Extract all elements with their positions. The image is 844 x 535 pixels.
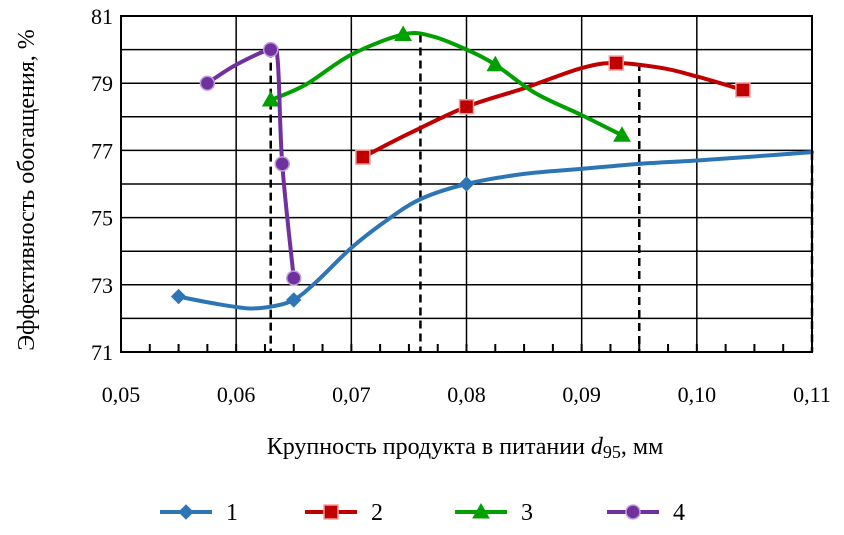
y-tick-label: 77 [91,138,113,163]
series-1-point [458,176,475,192]
legend-marker [625,504,641,520]
y-tick-label: 75 [91,206,113,231]
y-tick-label: 79 [91,71,113,96]
y-tick-labels: 71 73 75 77 79 81 [91,4,113,365]
x-tick-label: 0,05 [102,382,141,407]
legend-item-2: 2 [305,500,383,526]
legend-marker [472,502,490,519]
series-2-line [360,61,745,160]
x-tick-label: 0,08 [447,382,486,407]
x-minor-ticks [148,344,785,352]
series-2-point [735,82,751,98]
legend-label: 1 [226,500,238,526]
series-2-point [608,55,624,71]
x-tick-labels: 0,05 0,06 0,07 0,08 0,09 0,10 0,11 [102,382,831,407]
series-1-point [170,288,187,305]
x-tick-label: 0,06 [217,382,256,407]
x-tick-label: 0,10 [678,382,717,407]
x-tick-label: 0,11 [793,382,831,407]
series-1 [170,150,814,311]
series-4-point [199,75,216,91]
series-4-point [274,156,290,172]
series-2-point [458,98,475,115]
series-3-point [261,90,280,107]
x-axis-title: Крупность продукта в питании d95, мм [267,434,664,462]
legend-label: 3 [521,500,533,526]
x-axis-title-unit: , мм [621,434,663,460]
legend-label: 4 [673,500,685,526]
legend-label: 2 [371,500,383,526]
series-4-point [286,270,302,286]
x-tick-label: 0,07 [332,382,371,407]
legend-item-3: 3 [455,500,533,526]
series-4-point [262,41,279,58]
x-tick-label: 0,09 [562,382,601,407]
legend-item-1: 1 [160,500,238,526]
series-2 [355,55,751,165]
legend-item-4: 4 [607,500,685,526]
series-1-line [176,150,814,311]
x-axis-title-var: d [591,434,604,460]
y-tick-label: 73 [91,273,113,298]
legend-marker [323,504,339,520]
series-4 [199,41,302,286]
x-axis-title-main: Крупность продукта в питании [267,434,591,460]
x-axis-title-sub: 95 [603,442,621,462]
series-3 [261,25,631,142]
legend: 1 2 3 4 [160,500,685,526]
y-axis-title: Эффективность обогащения, % [14,29,40,351]
series-2-point [355,149,371,165]
y-tick-label: 81 [91,4,113,29]
series-group [170,25,814,311]
series-3-line [268,30,624,138]
series-3-point [394,25,413,41]
series-3-point [486,55,505,72]
series-1-point [286,292,302,308]
y-tick-label: 71 [91,340,113,365]
legend-marker [178,504,194,520]
plot-frame [120,15,813,353]
series-3-point [613,126,631,142]
